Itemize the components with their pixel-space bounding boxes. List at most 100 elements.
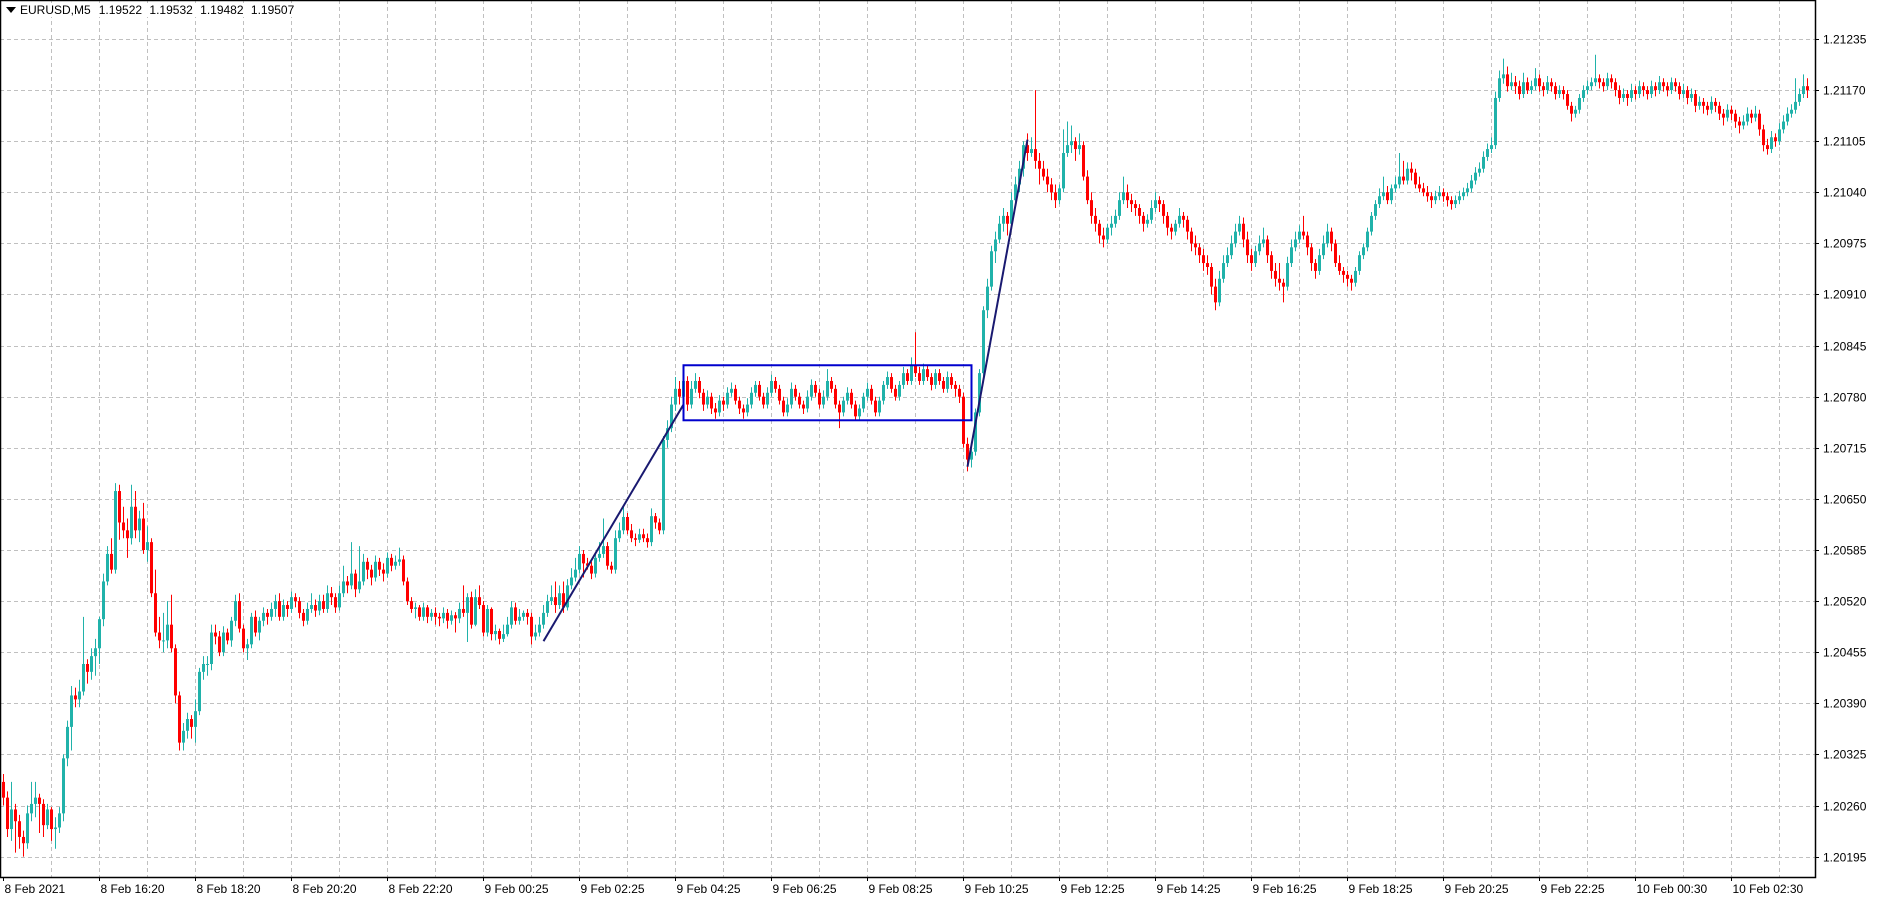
candle-body bbox=[1426, 192, 1429, 197]
candle-body bbox=[674, 388, 677, 405]
candle-body bbox=[142, 518, 145, 550]
candle-bull bbox=[138, 510, 141, 543]
triangle-down-icon[interactable] bbox=[6, 7, 16, 13]
candle-bear bbox=[74, 687, 77, 708]
candle-bear bbox=[702, 388, 705, 411]
candle-body bbox=[442, 612, 445, 619]
candle-body bbox=[1602, 82, 1605, 87]
candle-bear bbox=[830, 377, 833, 393]
candle-bull bbox=[430, 608, 433, 621]
candle-bear bbox=[190, 715, 193, 739]
candle-body bbox=[1766, 145, 1769, 150]
candle-bear bbox=[1102, 227, 1105, 248]
candle-bear bbox=[1034, 90, 1037, 169]
candle-body bbox=[510, 607, 513, 625]
candle-body bbox=[138, 518, 141, 531]
candle-body bbox=[1322, 243, 1325, 256]
candle-bear bbox=[1642, 82, 1645, 97]
candle-body bbox=[18, 821, 21, 837]
time-label: 9 Feb 18:25 bbox=[1349, 882, 1413, 896]
candle-bull bbox=[858, 404, 861, 421]
candle-body bbox=[350, 573, 353, 586]
candle-body bbox=[410, 601, 413, 609]
candle-bear bbox=[478, 585, 481, 609]
candle-body bbox=[766, 392, 769, 405]
candle-bull bbox=[1622, 88, 1625, 102]
candle-body bbox=[750, 392, 753, 405]
candle-body bbox=[1606, 78, 1609, 87]
candle-bear bbox=[1074, 137, 1077, 161]
candle-bear bbox=[1654, 82, 1657, 97]
candle-bull bbox=[182, 722, 185, 751]
candle-bull bbox=[518, 608, 521, 625]
candle-bull bbox=[1470, 175, 1473, 193]
candle-body bbox=[298, 601, 301, 613]
candle-body bbox=[314, 605, 317, 611]
candle-bull bbox=[730, 382, 733, 397]
candle-body bbox=[1678, 86, 1681, 95]
candle-bear bbox=[958, 384, 961, 403]
candle-bear bbox=[226, 628, 229, 645]
candle-body bbox=[46, 809, 49, 826]
candle-body bbox=[1798, 94, 1801, 102]
candle-body bbox=[1526, 82, 1529, 91]
candle-bull bbox=[1226, 247, 1229, 267]
candle-bull bbox=[1586, 80, 1589, 95]
candle-bear bbox=[1602, 78, 1605, 92]
candle-body bbox=[278, 601, 281, 617]
candle-body bbox=[574, 569, 577, 578]
candle-bear bbox=[1054, 184, 1057, 209]
candle-bear bbox=[462, 585, 465, 617]
candle-bear bbox=[1694, 90, 1697, 113]
candle-bull bbox=[1390, 184, 1393, 205]
candle-bull bbox=[1790, 104, 1793, 118]
candle-body bbox=[1030, 149, 1033, 153]
candle-bull bbox=[1238, 215, 1241, 236]
candle-body bbox=[838, 404, 841, 413]
candle-bull bbox=[1482, 151, 1485, 173]
candle-body bbox=[1522, 82, 1525, 95]
candle-bull bbox=[1778, 123, 1781, 146]
candle-body bbox=[1170, 227, 1173, 232]
candle-body bbox=[110, 553, 113, 570]
candle-body bbox=[1358, 255, 1361, 271]
candle-bear bbox=[1410, 162, 1413, 181]
candle-body bbox=[506, 624, 509, 635]
candle-body bbox=[170, 624, 173, 649]
low-value: 1.19482 bbox=[200, 3, 244, 17]
candle-body bbox=[922, 369, 925, 381]
candle-body bbox=[210, 632, 213, 664]
candle-body bbox=[818, 392, 821, 405]
candle-bull bbox=[386, 552, 389, 578]
candle-bear bbox=[762, 392, 765, 409]
candle-body bbox=[470, 597, 473, 625]
candle-bear bbox=[1086, 170, 1089, 205]
candle-body bbox=[706, 396, 709, 405]
candle-bear bbox=[418, 605, 421, 621]
candle-body bbox=[126, 530, 129, 539]
candle-bull bbox=[1362, 243, 1365, 260]
candle-body bbox=[334, 597, 337, 608]
candle-body bbox=[1210, 266, 1213, 287]
candle-bear bbox=[870, 384, 873, 405]
candle-bear bbox=[434, 607, 437, 625]
candle-body bbox=[1786, 113, 1789, 122]
candle-bull bbox=[1690, 88, 1693, 102]
candle-bull bbox=[662, 436, 665, 535]
candle-bear bbox=[438, 612, 441, 627]
candle-body bbox=[522, 612, 525, 617]
candle-body bbox=[994, 239, 997, 252]
candle-bull bbox=[922, 363, 925, 385]
candle-body bbox=[518, 616, 521, 621]
candle-bull bbox=[1030, 137, 1033, 157]
candle-bull bbox=[1066, 121, 1069, 157]
candle-body bbox=[1646, 90, 1649, 95]
candle-body bbox=[578, 553, 581, 570]
candle-body bbox=[1118, 200, 1121, 216]
candle-bull bbox=[1298, 225, 1301, 244]
candle-body bbox=[382, 569, 385, 574]
candle-bear bbox=[918, 366, 921, 385]
candle-body bbox=[754, 384, 757, 393]
candle-bull bbox=[726, 387, 729, 409]
